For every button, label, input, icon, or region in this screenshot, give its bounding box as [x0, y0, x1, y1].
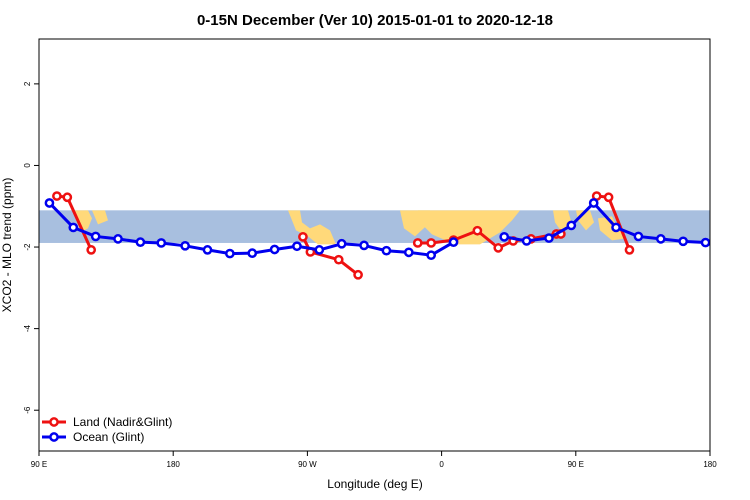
data-point-land: [353, 269, 363, 280]
data-point-ocean: [336, 238, 347, 249]
data-point-land: [86, 245, 97, 255]
data-point-ocean: [655, 234, 666, 244]
plot-frame: [38, 38, 711, 452]
x-tick-label: 180: [703, 460, 717, 469]
y-tick-label: 2: [23, 81, 32, 86]
data-point-ocean: [566, 220, 577, 231]
data-point-ocean: [202, 245, 213, 255]
y-tick-label: -4: [23, 325, 32, 333]
map-land: [418, 210, 520, 245]
map-land: [288, 210, 336, 245]
y-axis: 2 0 -2 -4 -6: [23, 81, 39, 414]
data-point-ocean: [611, 222, 621, 233]
legend: Land (Nadir&Glint)Ocean (Glint): [42, 415, 172, 444]
data-point-ocean: [247, 248, 258, 259]
data-point-ocean: [292, 241, 302, 252]
map-land: [92, 210, 108, 225]
data-point-ocean: [68, 222, 79, 233]
data-point-land: [603, 192, 614, 203]
y-tick-label: -6: [23, 406, 32, 414]
x-tick-label: 90 W: [298, 460, 317, 469]
data-point-land: [52, 191, 62, 201]
series-line-land: [301, 236, 360, 276]
data-point-land: [472, 225, 483, 236]
x-axis-label: Longitude (deg E): [327, 477, 422, 491]
data-point-ocean: [499, 231, 510, 242]
data-point-ocean: [44, 198, 55, 208]
data-point-ocean: [225, 248, 235, 259]
data-point-land: [493, 243, 504, 253]
data-point-ocean: [544, 233, 554, 243]
data-point-land: [298, 231, 308, 242]
x-tick-label: 0: [439, 460, 444, 469]
y-tick-label: 0: [23, 163, 32, 168]
data-point-ocean: [381, 245, 392, 256]
x-axis: 90 E 180 90 W 0 90 E 180: [31, 451, 717, 469]
data-point-ocean: [314, 245, 325, 255]
y-tick-label: -2: [23, 243, 32, 251]
legend-label-ocean: Ocean (Glint): [73, 430, 144, 444]
x-tick-label: 90 E: [31, 460, 47, 469]
series-layer: [44, 191, 710, 280]
legend-marker-land: [49, 417, 59, 427]
data-point-land: [624, 245, 635, 255]
data-point-ocean: [448, 237, 459, 247]
x-tick-label: 90 E: [568, 460, 584, 469]
data-point-ocean: [269, 244, 280, 255]
map-ocean: [39, 210, 710, 243]
data-point-ocean: [403, 247, 414, 258]
data-point-ocean: [90, 231, 101, 242]
data-point-ocean: [135, 237, 146, 247]
data-point-land: [62, 192, 73, 203]
x-tick-label: 180: [167, 460, 181, 469]
data-point-land: [412, 238, 423, 248]
data-point-ocean: [113, 234, 123, 244]
data-point-ocean: [426, 250, 437, 261]
series-line-ocean: [503, 201, 706, 245]
data-point-ocean: [678, 236, 689, 247]
data-point-ocean: [588, 198, 599, 208]
data-point-ocean: [180, 240, 190, 251]
legend-marker-ocean: [49, 432, 59, 442]
data-point-ocean: [521, 236, 532, 246]
data-point-ocean: [633, 231, 644, 242]
data-point-land: [426, 238, 437, 248]
legend-label-land: Land (Nadir&Glint): [73, 415, 172, 429]
data-point-ocean: [156, 238, 167, 248]
data-point-ocean: [359, 240, 369, 251]
y-axis-label: XCO2 - MLO trend (ppm): [0, 178, 14, 313]
chart-title: 0-15N December (Ver 10) 2015-01-01 to 20…: [197, 12, 553, 29]
data-point-ocean: [700, 237, 710, 248]
data-point-land: [333, 254, 344, 265]
